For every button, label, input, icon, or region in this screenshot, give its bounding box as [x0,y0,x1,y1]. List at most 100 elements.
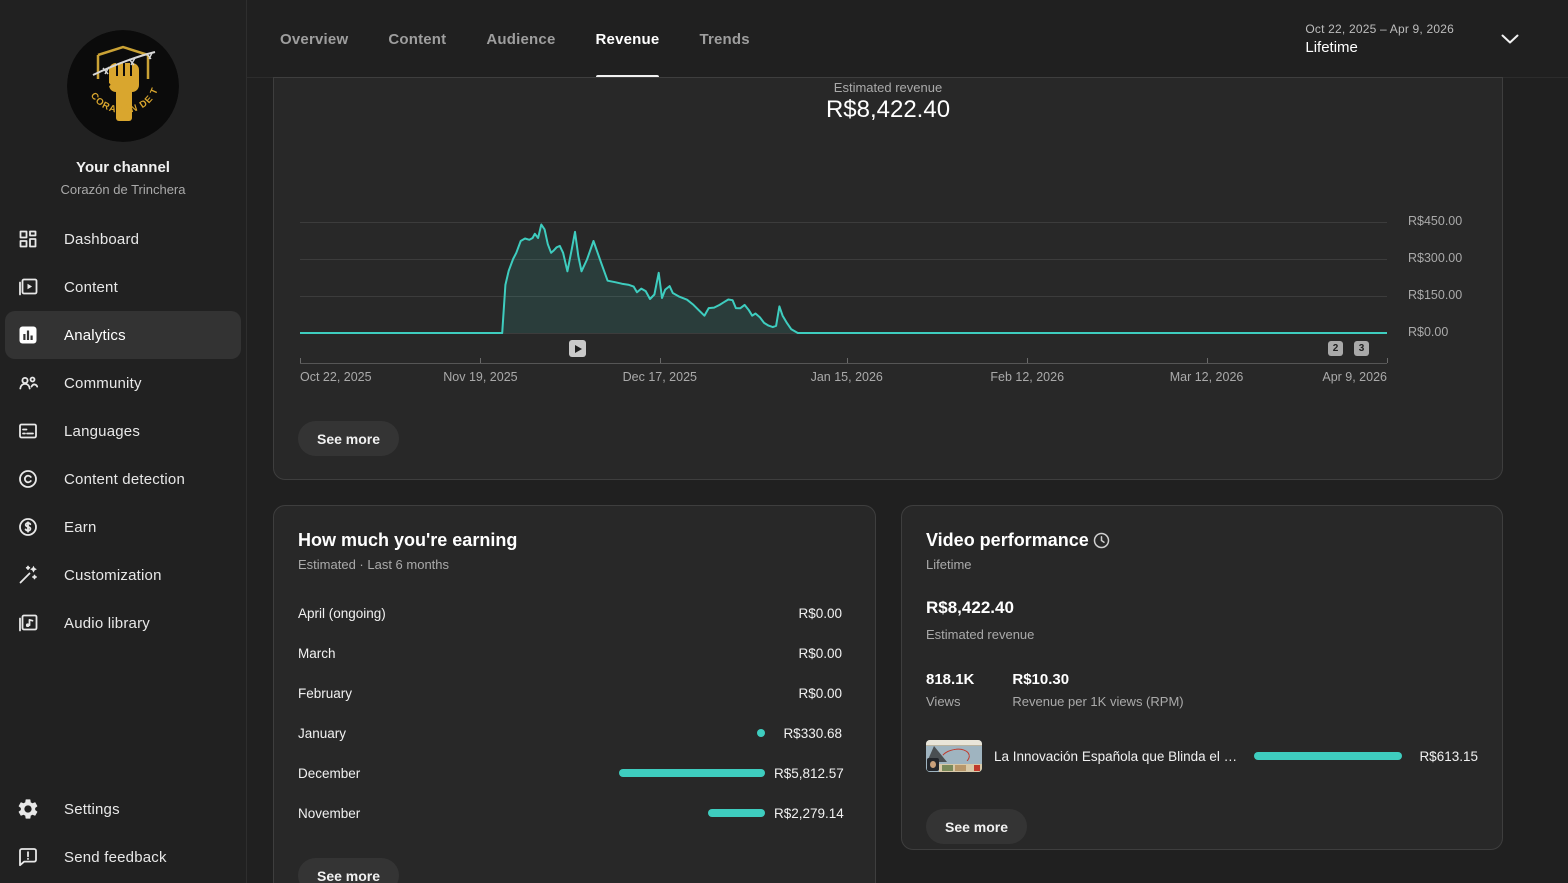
chevron-down-icon [1500,33,1520,45]
earnings-card-title: How much you're earning [298,530,518,550]
y-axis-tick-label: R$300.00 [1408,251,1463,265]
earnings-bar [708,809,765,817]
play-icon [575,344,582,353]
metric-value: R$8,422.40 [825,96,951,123]
see-more-button[interactable]: See more [298,421,400,456]
rpm-value: R$10.30 [1012,671,1070,688]
x-axis-tick [1206,358,1208,363]
tab-trends[interactable]: Trends [699,30,750,48]
languages-icon [16,419,40,443]
tab-overview[interactable]: Overview [280,30,349,48]
x-axis-tick-label: Jan 15, 2026 [810,370,883,384]
y-axis-tick-label: R$0.00 [1408,325,1449,339]
dashboard-icon [16,227,40,251]
channel-name: Corazón de Trinchera [60,182,186,197]
date-range-period: Lifetime [1305,39,1358,56]
customization-icon [16,563,40,587]
video-stats: 818.1K Views R$10.30 Revenue per 1K view… [926,671,1184,709]
channel-avatar[interactable]: CORAZÓN DE TRINCHERA [67,30,179,142]
top-video-row[interactable]: La Innovación Española que Blinda el E… … [926,740,1478,772]
date-range-text: Oct 22, 2025 – Apr 9, 2026 Lifetime [1305,22,1454,56]
sidebar-item-settings[interactable]: Settings [5,785,241,833]
gridline-450 [300,222,1387,223]
tab-revenue[interactable]: Revenue [595,0,660,78]
earnings-card-subtitle: Estimated · Last 6 months [298,557,450,572]
date-range-value: Oct 22, 2025 – Apr 9, 2026 [1305,22,1454,36]
sidebar-item-label: Send feedback [64,848,167,866]
channel-section-title: Your channel [76,159,170,176]
earnings-month-label: March [298,645,336,661]
sidebar-item-dashboard[interactable]: Dashboard [5,215,241,263]
rpm-stat: R$10.30 Revenue per 1K views (RPM) [1012,671,1183,709]
earnings-row[interactable]: April (ongoing) R$0.00 [298,593,842,633]
y-axis-tick-label: R$150.00 [1408,288,1463,302]
earnings-amount: R$0.00 [798,685,842,701]
date-range-picker[interactable]: Oct 22, 2025 – Apr 9, 2026 Lifetime [1305,0,1524,78]
sidebar-item-earn[interactable]: Earn [5,503,241,551]
analytics-tabs: Overview Content Audience Revenue Trends [280,0,750,78]
tab-content[interactable]: Content [388,30,447,48]
x-axis-tick [300,358,301,363]
views-value: 818.1K [926,671,975,688]
earnings-rows: April (ongoing) R$0.00 March R$0.00 February… [298,593,844,833]
earnings-month-label: January [298,725,347,741]
x-axis-line [300,363,1387,364]
video-card-period: Lifetime [926,557,972,572]
earnings-month-label: December [298,765,361,781]
earnings-bar-zone [605,729,765,737]
earnings-amount: R$0.00 [798,645,842,661]
tab-audience[interactable]: Audience [486,30,556,48]
earnings-row[interactable]: January R$330.68 [298,713,842,753]
sidebar-item-analytics[interactable]: Analytics [5,311,241,359]
see-more-button[interactable]: See more [298,858,400,883]
earnings-month-label: April (ongoing) [298,605,386,621]
video-publish-marker-icon[interactable] [569,340,586,357]
sidebar-item-label: Analytics [64,326,126,344]
monthly-earnings-card: How much you're earning Estimated · Last… [273,505,876,883]
video-card-title: Video performance [926,530,1089,550]
content-detection-icon [16,467,40,491]
sidebar-item-content-detection[interactable]: Content detection [5,455,241,503]
earnings-row[interactable]: February R$0.00 [298,673,842,713]
analytics-content: Estimated revenue R$8,422.40 Oct 22, 202… [247,77,1568,883]
sidebar-nav: Dashboard Content Analytics Community [0,215,246,647]
see-more-button[interactable]: See more [926,809,1028,844]
x-axis-tick [480,358,482,363]
metric-label: Estimated revenue [833,80,943,95]
sidebar-item-languages[interactable]: Languages [5,407,241,455]
views-label: Views [926,694,961,709]
earnings-row[interactable]: March R$0.00 [298,633,842,673]
chart-badge-3[interactable]: 3 [1354,341,1369,356]
sidebar-item-label: Audio library [64,614,150,632]
sidebar-item-audio-library[interactable]: Audio library [5,599,241,647]
gridline-300 [300,259,1387,260]
revenue-trend-chart: Oct 22, 2025 Nov 19, 2025 Dec 17, 2025 Jan … [274,78,1502,479]
content-icon [16,275,40,299]
video-thumbnail [926,740,982,772]
analytics-topbar: Overview Content Audience Revenue Trends… [247,0,1568,78]
sidebar-item-label: Customization [64,566,162,584]
sidebar: CORAZÓN DE TRINCHERA Your channel Corazó… [0,0,247,883]
settings-icon [16,797,40,821]
sidebar-item-send-feedback[interactable]: Send feedback [5,833,241,881]
rpm-label: Revenue per 1K views (RPM) [1012,694,1184,709]
earnings-row[interactable]: December R$5,812.57 [298,753,844,793]
earnings-amount: R$2,279.14 [774,805,844,821]
sidebar-item-community[interactable]: Community [5,359,241,407]
earnings-amount: R$0.00 [798,605,842,621]
earnings-row[interactable]: November R$2,279.14 [298,793,844,833]
earnings-bar-zone [605,809,765,817]
channel-header: CORAZÓN DE TRINCHERA Your channel Corazó… [0,0,246,197]
sidebar-item-label: Settings [64,800,120,818]
earnings-amount: R$5,812.57 [774,765,844,781]
earnings-bar [757,729,765,737]
sidebar-item-content[interactable]: Content [5,263,241,311]
chart-event-badges: 2 3 [1328,341,1369,356]
sidebar-item-customization[interactable]: Customization [5,551,241,599]
sidebar-footer: Settings Send feedback [0,785,246,881]
chart-badge-2[interactable]: 2 [1328,341,1343,356]
sidebar-item-label: Earn [64,518,97,536]
earnings-bar [619,769,765,777]
video-revenue-amount: R$613.15 [1419,748,1478,764]
